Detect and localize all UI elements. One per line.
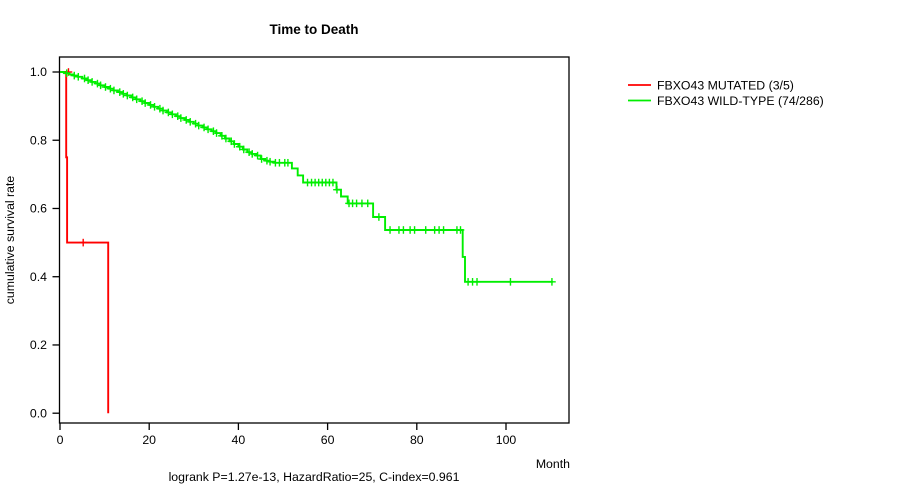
survival-curve <box>60 71 553 283</box>
x-tick-label: 60 <box>321 433 335 447</box>
y-axis: 0.0 0.2 0.4 0.6 0.8 1.0 <box>30 65 60 420</box>
x-tick-label: 40 <box>232 433 246 447</box>
y-axis-title: cumulative survival rate <box>3 176 17 305</box>
y-tick-label: 1.0 <box>30 65 47 79</box>
legend-label-wildtype: FBXO43 WILD-TYPE (74/286) <box>657 94 824 108</box>
y-tick-label: 0.8 <box>30 133 47 147</box>
legend-label-mutated: FBXO43 MUTATED (3/5) <box>657 79 794 93</box>
stats-caption: logrank P=1.27e-13, HazardRatio=25, C-in… <box>169 470 460 484</box>
series-layer <box>60 68 556 414</box>
x-tick-label: 20 <box>142 433 156 447</box>
y-tick-label: 0.4 <box>30 270 47 284</box>
y-tick-label: 0.2 <box>30 338 47 352</box>
x-tick-label: 100 <box>496 433 517 447</box>
y-tick-label: 0.0 <box>30 406 47 420</box>
y-tick-label: 0.6 <box>30 202 47 216</box>
plot-border <box>58 56 570 424</box>
chart-title: Time to Death <box>269 22 358 37</box>
legend: FBXO43 MUTATED (3/5) FBXO43 WILD-TYPE (7… <box>628 79 824 108</box>
x-axis: 0 20 40 60 80 100 <box>57 423 517 447</box>
x-tick-label: 80 <box>410 433 424 447</box>
x-axis-title: Month <box>536 457 570 471</box>
x-tick-label: 0 <box>57 433 64 447</box>
